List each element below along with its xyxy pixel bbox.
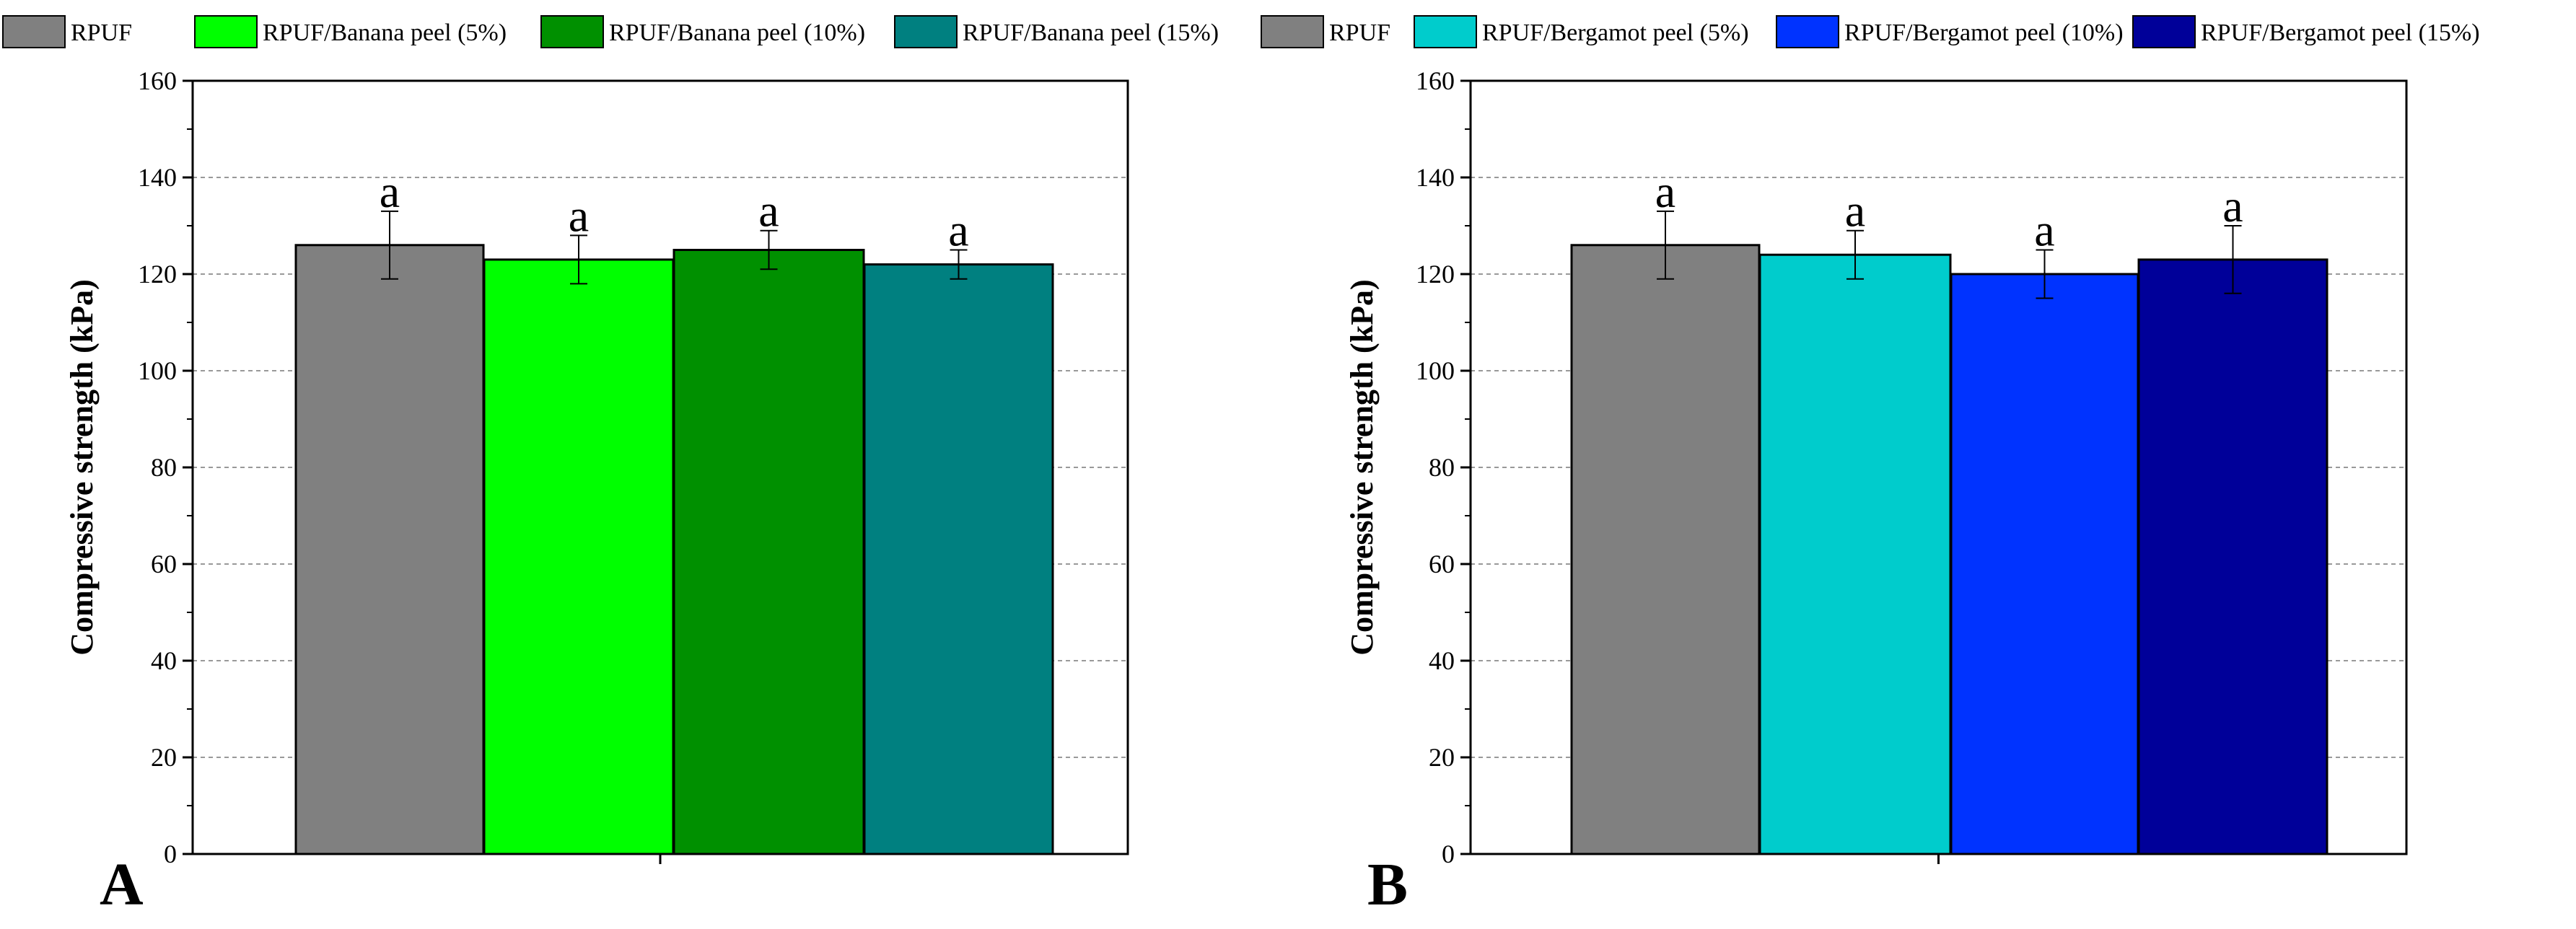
chart-panel-b: a a a a 0 20 40 60 80 100 120 140 160 Compressive str…: [1344, 66, 2408, 918]
legend-item: RPUF: [1261, 15, 1390, 48]
error-bar: [2036, 249, 2054, 299]
legend-swatch: [1261, 15, 1324, 48]
y-axis-title: Compressive strength (kPa): [64, 279, 100, 655]
chart-panel-a: a a a a 0 20 40 60 80 100 120 140 160 Compressive str…: [64, 66, 1129, 918]
y-tick-label: 140: [138, 163, 177, 192]
legend-label: RPUF: [1329, 19, 1390, 46]
bar: [294, 244, 485, 855]
significance-label: a: [948, 205, 968, 256]
significance-label: a: [758, 185, 779, 237]
legend-swatch: [1776, 15, 1839, 48]
significance-label: a: [1655, 166, 1675, 217]
legend-swatch: [540, 15, 604, 48]
error-bar: [1657, 210, 1674, 280]
error-bar: [950, 249, 968, 280]
error-bar: [760, 229, 778, 270]
significance-label: a: [2222, 180, 2243, 232]
legend-item: RPUF/Banana peel (5%): [194, 15, 507, 48]
y-tick-label: 60: [151, 550, 177, 578]
bar: [1950, 273, 2139, 855]
y-tick-label: 0: [164, 840, 177, 868]
panel-label: A: [100, 851, 144, 918]
y-tick-label: 160: [1416, 66, 1455, 95]
significance-label: a: [1845, 185, 1865, 237]
legend-label: RPUF: [71, 19, 132, 46]
y-axis-title: Compressive strength (kPa): [1344, 279, 1380, 655]
error-bar: [2224, 225, 2242, 294]
bar: [673, 249, 865, 855]
legend-swatch: [1414, 15, 1477, 48]
significance-label: a: [569, 190, 589, 241]
y-tick-label: 160: [138, 66, 177, 95]
legend-swatch: [194, 15, 258, 48]
legend-swatch: [894, 15, 958, 48]
legend-label: RPUF/Bergamot peel (10%): [1844, 19, 2124, 46]
y-tick-label: 100: [1416, 356, 1455, 385]
legend: RPUF RPUF/Banana peel (5%) RPUF/Banana pee…: [2, 15, 2480, 48]
bar: [483, 258, 675, 855]
error-bar: [570, 234, 587, 285]
y-tick-label: 140: [1416, 163, 1455, 192]
significance-label: a: [380, 166, 400, 217]
legend-item: RPUF/Bergamot peel (5%): [1414, 15, 1749, 48]
legend-item: RPUF/Banana peel (15%): [894, 15, 1219, 48]
legend-label: RPUF/Bergamot peel (5%): [1482, 19, 1749, 46]
legend-label: RPUF/Banana peel (5%): [263, 19, 507, 46]
y-tick-label: 100: [138, 356, 177, 385]
y-tick-label: 20: [151, 743, 177, 772]
legend-swatch: [2, 15, 66, 48]
bar: [1570, 244, 1761, 855]
significance-label: a: [2034, 205, 2054, 256]
y-tick-label: 120: [138, 260, 177, 289]
legend-label: RPUF/Banana peel (15%): [963, 19, 1219, 46]
y-tick-label: 40: [1429, 646, 1455, 675]
y-tick-label: 20: [1429, 743, 1455, 772]
panel-label: B: [1367, 851, 1408, 918]
legend-item: RPUF: [2, 15, 132, 48]
error-bar: [1846, 229, 1864, 280]
legend-swatch: [2132, 15, 2196, 48]
y-tick-label: 0: [1442, 840, 1455, 868]
bar: [863, 263, 1054, 855]
y-tick-label: 80: [1429, 453, 1455, 482]
bar: [2137, 258, 2329, 855]
y-tick-label: 120: [1416, 260, 1455, 289]
legend-label: RPUF/Bergamot peel (15%): [2201, 19, 2480, 46]
y-tick-label: 80: [151, 453, 177, 482]
legend-item: RPUF/Banana peel (10%): [540, 15, 865, 48]
y-tick-label: 40: [151, 646, 177, 675]
legend-label: RPUF/Banana peel (10%): [609, 19, 865, 46]
y-tick-label: 60: [1429, 550, 1455, 578]
legend-item: RPUF/Bergamot peel (10%): [1776, 15, 2124, 48]
legend-item: RPUF/Bergamot peel (15%): [2132, 15, 2480, 48]
bar: [1758, 253, 1952, 855]
error-bar: [381, 210, 398, 280]
